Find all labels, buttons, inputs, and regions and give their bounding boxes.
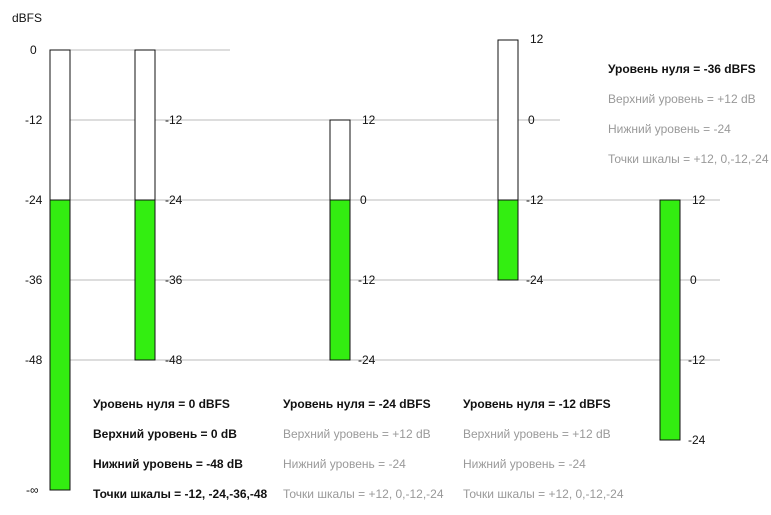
- meter-2-upper-level: Верхний уровень = +12 dB: [283, 427, 431, 441]
- meter-2-tick: 0: [360, 193, 367, 207]
- meter-4-scale-points: Точки шкалы = +12, 0,-12,-24: [608, 152, 769, 166]
- meter-3-fill: [497, 199, 519, 281]
- meter-3-zero-level: Уровень нуля = -12 dBFS: [463, 397, 611, 411]
- meter-4-tick: -24: [688, 433, 706, 447]
- left-scale-tick: -36: [25, 273, 43, 287]
- left-scale-tick: 0: [30, 43, 37, 57]
- meter-2-tick: 12: [362, 113, 376, 127]
- left-scale-tick: -∞: [26, 483, 39, 497]
- meter-3-upper-level: Верхний уровень = +12 dB: [463, 427, 611, 441]
- left-scale-tick: -24: [25, 193, 43, 207]
- reference-bar-fill: [49, 199, 71, 491]
- meter-4-tick: 12: [692, 193, 706, 207]
- meter-2-empty: [329, 119, 351, 201]
- meter-1-zero-level: Уровень нуля = 0 dBFS: [93, 397, 230, 411]
- meter-2-fill: [329, 199, 351, 361]
- meter-1-tick: -36: [165, 273, 183, 287]
- meter-3-tick: -12: [526, 193, 544, 207]
- meter-1-tick: -12: [165, 113, 183, 127]
- meter-3-empty: [497, 39, 519, 201]
- meter-4-lower-level: Нижний уровень = -24: [608, 122, 731, 136]
- meter-3-tick: 12: [530, 32, 544, 46]
- meter-1-tick: -48: [165, 353, 183, 367]
- meter-3-scale-points: Точки шкалы = +12, 0,-12,-24: [463, 487, 624, 501]
- meter-2-lower-level: Нижний уровень = -24: [283, 457, 406, 471]
- meter-4-fill: [659, 199, 681, 441]
- meter-3-lower-level: Нижний уровень = -24: [463, 457, 586, 471]
- meter-3-tick: 0: [528, 113, 535, 127]
- left-scale-tick: -12: [25, 113, 43, 127]
- meter-1-empty: [134, 49, 156, 201]
- meter-4-tick: 0: [690, 273, 697, 287]
- meter-2-tick: -24: [358, 353, 376, 367]
- meter-1-lower-level: Нижний уровень = -48 dB: [93, 457, 243, 471]
- meter-2-tick: -12: [358, 273, 376, 287]
- meter-1-fill: [134, 199, 156, 361]
- meter-4-upper-level: Верхний уровень = +12 dB: [608, 92, 756, 106]
- meter-1-scale-points: Точки шкалы = -12, -24,-36,-48: [93, 487, 268, 501]
- meter-4-zero-level: Уровень нуля = -36 dBFS: [608, 62, 756, 76]
- meter-2-scale-points: Точки шкалы = +12, 0,-12,-24: [283, 487, 444, 501]
- meter-4-tick: -12: [688, 353, 706, 367]
- reference-bar-empty: [49, 49, 71, 201]
- left-scale-tick: -48: [25, 353, 43, 367]
- meter-3-tick: -24: [526, 273, 544, 287]
- meter-2-zero-level: Уровень нуля = -24 dBFS: [283, 397, 431, 411]
- meter-1-upper-level: Верхний уровень = 0 dB: [93, 427, 237, 441]
- meter-1-tick: -24: [165, 193, 183, 207]
- axis-title: dBFS: [12, 11, 42, 25]
